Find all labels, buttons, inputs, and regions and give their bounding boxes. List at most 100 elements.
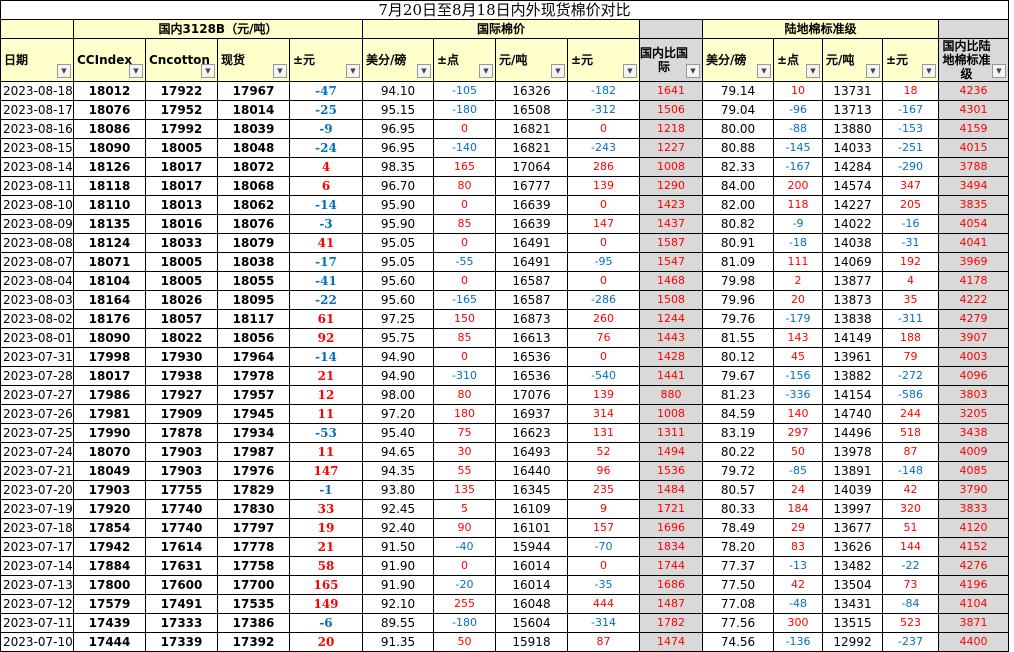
cell-cncotton[interactable]: 17491	[145, 594, 218, 614]
cell-intl-yuan[interactable]: 15918	[495, 632, 568, 652]
cell-spot[interactable]: 18062	[217, 195, 290, 215]
cell-upland-usc[interactable]: 84.59	[702, 404, 774, 424]
cell-intl-yuan[interactable]: 17064	[495, 157, 568, 177]
cell-upland-points[interactable]: -336	[773, 385, 823, 405]
cell-date[interactable]: 2023-08-18	[0, 81, 74, 101]
filter-dropdown-icon[interactable]: ▼	[623, 64, 637, 78]
cell-ratio-upland[interactable]: 4152	[938, 537, 1009, 557]
cell-intl-change[interactable]: 286	[567, 157, 640, 177]
cell-intl-yuan[interactable]: 16491	[495, 233, 568, 253]
cell-ratio-intl[interactable]: 1641	[639, 81, 703, 101]
cell-intl-change[interactable]: 0	[567, 119, 640, 139]
cell-date[interactable]: 2023-08-14	[0, 157, 74, 177]
cell-intl-change[interactable]: 0	[567, 195, 640, 215]
cell-upland-points[interactable]: 29	[773, 518, 823, 538]
cell-upland-yuan[interactable]: 13515	[822, 613, 883, 633]
cell-cncotton[interactable]: 17938	[145, 366, 218, 386]
cell-ccindex[interactable]: 17942	[73, 537, 146, 557]
cell-ratio-upland[interactable]: 3803	[938, 385, 1009, 405]
cell-upland-yuan[interactable]: 14069	[822, 252, 883, 272]
cell-spot-change[interactable]: -53	[289, 423, 363, 443]
cell-upland-points[interactable]: -167	[773, 157, 823, 177]
cell-intl-points[interactable]: 180	[433, 404, 496, 424]
cell-cncotton[interactable]: 18026	[145, 290, 218, 310]
cell-upland-change[interactable]: 18	[882, 81, 939, 101]
cell-cncotton[interactable]: 17927	[145, 385, 218, 405]
cell-ccindex[interactable]: 17439	[73, 613, 146, 633]
cell-ratio-intl[interactable]: 1008	[639, 157, 703, 177]
cell-intl-change[interactable]: 147	[567, 214, 640, 234]
cell-ratio-upland[interactable]: 3907	[938, 328, 1009, 348]
cell-cncotton[interactable]: 18033	[145, 233, 218, 253]
cell-upland-usc[interactable]: 80.22	[702, 442, 774, 462]
cell-ratio-upland[interactable]: 4120	[938, 518, 1009, 538]
cell-date[interactable]: 2023-07-31	[0, 347, 74, 367]
cell-intl-change[interactable]: -70	[567, 537, 640, 557]
cell-upland-usc[interactable]: 79.72	[702, 461, 774, 481]
cell-intl-change[interactable]: -95	[567, 252, 640, 272]
cell-spot[interactable]: 17945	[217, 404, 290, 424]
cell-intl-points[interactable]: -20	[433, 575, 496, 595]
cell-ratio-upland[interactable]: 3494	[938, 176, 1009, 196]
cell-upland-change[interactable]: -290	[882, 157, 939, 177]
filter-dropdown-icon[interactable]: ▼	[273, 64, 287, 78]
cell-spot-change[interactable]: -3	[289, 214, 363, 234]
cell-ratio-intl[interactable]: 1468	[639, 271, 703, 291]
cell-upland-yuan[interactable]: 14227	[822, 195, 883, 215]
filter-dropdown-icon[interactable]: ▼	[922, 64, 936, 78]
cell-intl-usc[interactable]: 97.25	[362, 309, 434, 329]
cell-intl-usc[interactable]: 95.90	[362, 195, 434, 215]
cell-intl-yuan[interactable]: 16536	[495, 347, 568, 367]
cell-ccindex[interactable]: 18076	[73, 100, 146, 120]
cell-upland-points[interactable]: -13	[773, 556, 823, 576]
filter-dropdown-icon[interactable]: ▼	[129, 64, 143, 78]
cell-ratio-upland[interactable]: 3438	[938, 423, 1009, 443]
cell-intl-usc[interactable]: 98.00	[362, 385, 434, 405]
cell-intl-change[interactable]: 96	[567, 461, 640, 481]
cell-upland-change[interactable]: 51	[882, 518, 939, 538]
cell-upland-points[interactable]: -85	[773, 461, 823, 481]
cell-ratio-intl[interactable]: 1423	[639, 195, 703, 215]
cell-upland-change[interactable]: -84	[882, 594, 939, 614]
filter-dropdown-icon[interactable]: ▼	[57, 64, 71, 78]
cell-upland-points[interactable]: 24	[773, 480, 823, 500]
cell-upland-yuan[interactable]: 13873	[822, 290, 883, 310]
cell-date[interactable]: 2023-07-11	[0, 613, 74, 633]
cell-intl-points[interactable]: 85	[433, 328, 496, 348]
cell-upland-change[interactable]: -311	[882, 309, 939, 329]
cell-date[interactable]: 2023-08-02	[0, 309, 74, 329]
cell-intl-change[interactable]: 0	[567, 271, 640, 291]
cell-spot[interactable]: 18079	[217, 233, 290, 253]
cell-spot-change[interactable]: -14	[289, 347, 363, 367]
cell-spot-change[interactable]: -14	[289, 195, 363, 215]
cell-spot-change[interactable]: 19	[289, 518, 363, 538]
cell-date[interactable]: 2023-08-01	[0, 328, 74, 348]
cell-ccindex[interactable]: 18110	[73, 195, 146, 215]
cell-intl-yuan[interactable]: 15604	[495, 613, 568, 633]
filter-dropdown-icon[interactable]: ▼	[806, 64, 820, 78]
cell-intl-change[interactable]: 0	[567, 556, 640, 576]
cell-intl-usc[interactable]: 89.55	[362, 613, 434, 633]
cell-intl-usc[interactable]: 96.95	[362, 138, 434, 158]
filter-dropdown-icon[interactable]: ▼	[201, 64, 215, 78]
cell-upland-points[interactable]: 118	[773, 195, 823, 215]
cell-spot-change[interactable]: 92	[289, 328, 363, 348]
filter-dropdown-icon[interactable]: ▼	[992, 64, 1006, 78]
cell-ratio-upland[interactable]: 3788	[938, 157, 1009, 177]
cell-date[interactable]: 2023-07-27	[0, 385, 74, 405]
cell-date[interactable]: 2023-08-07	[0, 252, 74, 272]
cell-cncotton[interactable]: 17903	[145, 461, 218, 481]
cell-upland-change[interactable]: 73	[882, 575, 939, 595]
cell-date[interactable]: 2023-07-19	[0, 499, 74, 519]
cell-spot[interactable]: 17758	[217, 556, 290, 576]
cell-date[interactable]: 2023-07-26	[0, 404, 74, 424]
cell-intl-yuan[interactable]: 16821	[495, 119, 568, 139]
cell-upland-usc[interactable]: 82.00	[702, 195, 774, 215]
cell-ccindex[interactable]: 17903	[73, 480, 146, 500]
cell-spot[interactable]: 17392	[217, 632, 290, 652]
cell-cncotton[interactable]: 18005	[145, 252, 218, 272]
cell-upland-usc[interactable]: 74.56	[702, 632, 774, 652]
cell-upland-usc[interactable]: 80.91	[702, 233, 774, 253]
cell-spot[interactable]: 18056	[217, 328, 290, 348]
cell-upland-change[interactable]: 518	[882, 423, 939, 443]
